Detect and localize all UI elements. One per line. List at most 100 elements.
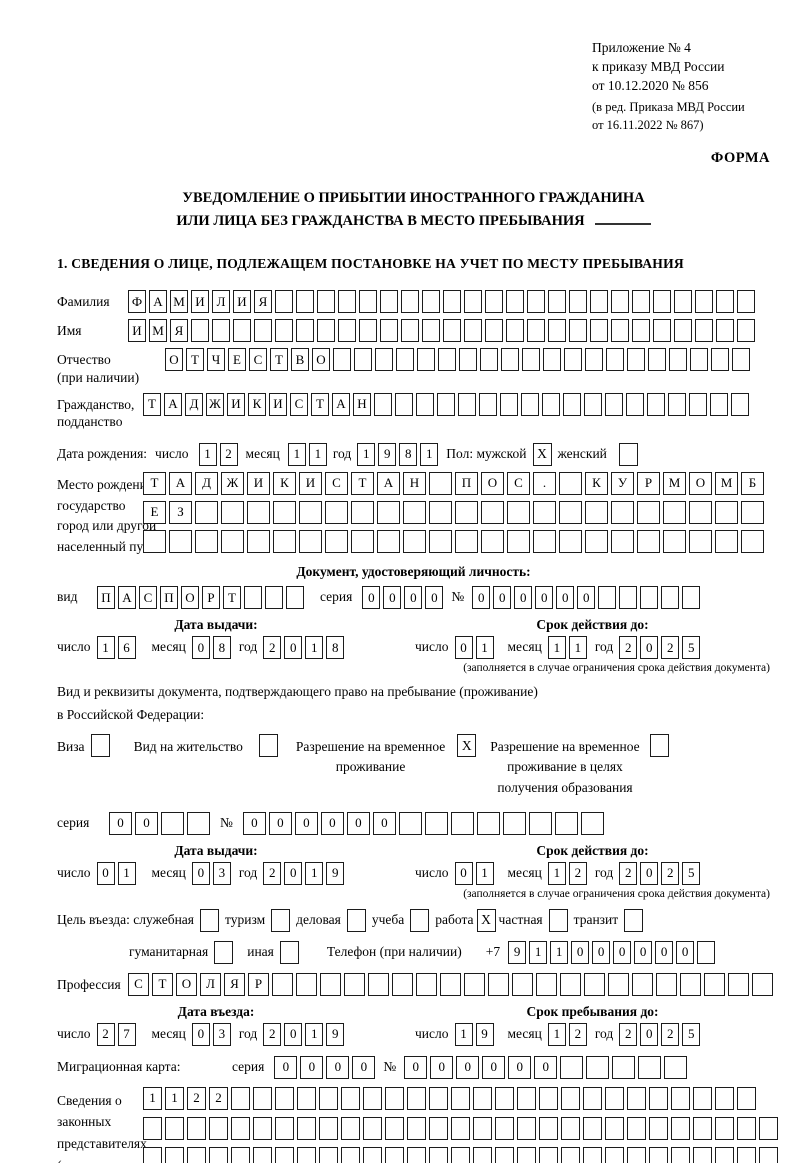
char-cell[interactable] [344, 972, 365, 996]
char-cell[interactable] [341, 1116, 360, 1140]
char-cell[interactable] [693, 1146, 712, 1163]
char-cell[interactable] [543, 348, 561, 372]
char-cell[interactable] [671, 1146, 690, 1163]
char-cell[interactable] [542, 392, 560, 416]
char-cell[interactable]: 0 [640, 1022, 659, 1046]
char-cell[interactable]: 9 [378, 442, 397, 466]
char-cell[interactable] [560, 972, 581, 996]
char-cell[interactable]: 5 [682, 861, 701, 885]
char-cell[interactable] [451, 1086, 470, 1110]
char-cell[interactable] [559, 500, 582, 524]
char-cell[interactable] [590, 290, 608, 314]
char-cell[interactable] [559, 529, 582, 553]
char-cell[interactable]: 0 [362, 586, 381, 610]
char-cell[interactable] [690, 348, 708, 372]
char-cell[interactable]: Я [254, 290, 272, 314]
char-cell[interactable]: 1 [550, 940, 569, 964]
char-cell[interactable] [401, 290, 419, 314]
purpose-business-checkbox[interactable] [346, 908, 366, 932]
char-cell[interactable]: 0 [191, 636, 210, 660]
char-cell[interactable]: Ж [206, 392, 224, 416]
char-cell[interactable] [656, 972, 677, 996]
char-cell[interactable]: К [248, 392, 266, 416]
char-cell[interactable] [429, 529, 452, 553]
char-cell[interactable] [502, 811, 526, 835]
char-cell[interactable] [319, 1086, 338, 1110]
char-cell[interactable]: 2 [263, 1022, 282, 1046]
char-cell[interactable] [661, 586, 680, 610]
char-cell[interactable] [533, 500, 556, 524]
sex-female-checkbox[interactable] [618, 442, 638, 466]
char-cell[interactable]: 0 [268, 811, 292, 835]
char-cell[interactable]: Т [223, 586, 241, 610]
char-cell[interactable] [590, 319, 608, 343]
char-cell[interactable]: 0 [404, 586, 423, 610]
purpose-work-checkbox[interactable]: X [476, 908, 496, 932]
char-cell[interactable]: А [118, 586, 136, 610]
char-cell[interactable] [528, 811, 552, 835]
char-cell[interactable] [663, 529, 686, 553]
char-cell[interactable] [464, 290, 482, 314]
char-cell[interactable]: 1 [357, 442, 376, 466]
char-cell[interactable] [143, 1146, 162, 1163]
char-cell[interactable]: Н [353, 392, 371, 416]
char-cell[interactable]: 2 [619, 1022, 638, 1046]
char-cell[interactable] [429, 1116, 448, 1140]
char-cell[interactable] [429, 1146, 448, 1163]
char-cell[interactable] [273, 529, 296, 553]
char-cell[interactable] [506, 290, 524, 314]
char-cell[interactable]: 1 [475, 636, 494, 660]
char-cell[interactable] [554, 811, 578, 835]
char-cell[interactable] [583, 1146, 602, 1163]
char-cell[interactable]: М [663, 471, 686, 495]
edu-residence-checkbox[interactable] [649, 734, 669, 758]
char-cell[interactable]: . [533, 471, 556, 495]
char-cell[interactable]: С [128, 972, 149, 996]
char-cell[interactable] [275, 1086, 294, 1110]
char-cell[interactable]: 9 [326, 1022, 345, 1046]
char-cell[interactable] [286, 586, 304, 610]
char-cell[interactable]: 1 [568, 636, 587, 660]
char-cell[interactable]: 0 [454, 636, 473, 660]
char-cell[interactable]: С [325, 471, 348, 495]
char-cell[interactable]: 0 [242, 811, 266, 835]
char-cell[interactable] [606, 348, 624, 372]
char-cell[interactable] [377, 500, 400, 524]
char-cell[interactable]: 0 [96, 861, 115, 885]
char-cell[interactable] [689, 392, 707, 416]
char-cell[interactable]: 0 [456, 1055, 480, 1079]
char-cell[interactable]: У [611, 471, 634, 495]
char-cell[interactable] [363, 1116, 382, 1140]
char-cell[interactable] [209, 1116, 228, 1140]
char-cell[interactable] [403, 500, 426, 524]
char-cell[interactable]: 0 [191, 861, 210, 885]
char-cell[interactable] [605, 392, 623, 416]
char-cell[interactable] [299, 529, 322, 553]
char-cell[interactable] [407, 1086, 426, 1110]
char-cell[interactable] [627, 348, 645, 372]
char-cell[interactable]: 0 [592, 940, 611, 964]
char-cell[interactable] [275, 319, 293, 343]
char-cell[interactable] [632, 972, 653, 996]
char-cell[interactable]: 2 [661, 861, 680, 885]
char-cell[interactable] [488, 972, 509, 996]
char-cell[interactable]: 0 [191, 1022, 210, 1046]
char-cell[interactable] [563, 392, 581, 416]
char-cell[interactable] [368, 972, 389, 996]
char-cell[interactable] [359, 319, 377, 343]
char-cell[interactable] [539, 1116, 558, 1140]
char-cell[interactable]: Т [186, 348, 204, 372]
char-cell[interactable] [605, 1116, 624, 1140]
char-cell[interactable] [451, 1116, 470, 1140]
char-cell[interactable]: 0 [514, 586, 533, 610]
char-cell[interactable]: 0 [383, 586, 402, 610]
char-cell[interactable] [374, 392, 392, 416]
char-cell[interactable] [476, 811, 500, 835]
char-cell[interactable]: М [715, 471, 738, 495]
char-cell[interactable] [275, 290, 293, 314]
char-cell[interactable] [297, 1116, 316, 1140]
char-cell[interactable]: 0 [577, 586, 596, 610]
char-cell[interactable]: И [247, 471, 270, 495]
char-cell[interactable] [443, 290, 461, 314]
char-cell[interactable]: З [169, 500, 192, 524]
